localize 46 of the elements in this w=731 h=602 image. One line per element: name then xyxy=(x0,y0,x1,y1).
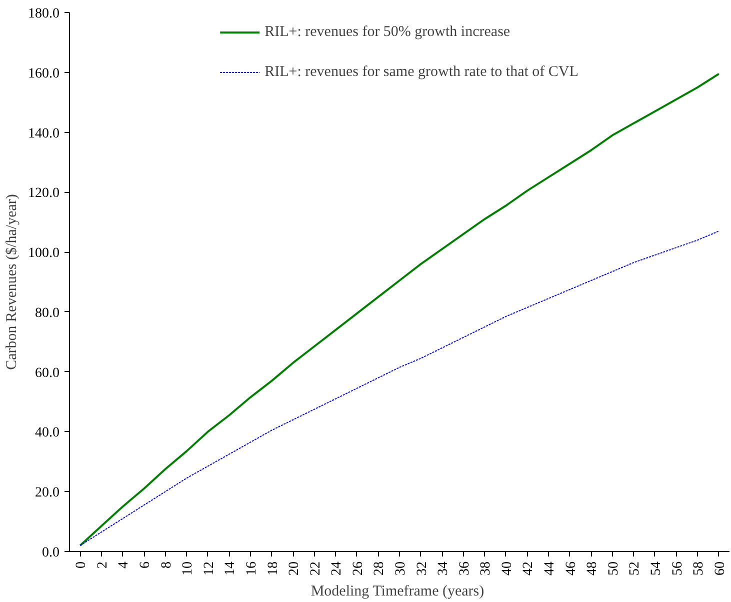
x-tick-label: 28 xyxy=(372,562,388,576)
y-tick-label: 60.0 xyxy=(35,366,60,381)
line-series xyxy=(80,230,720,546)
x-tick-label: 18 xyxy=(266,562,281,576)
x-tick-label: 50 xyxy=(606,562,622,576)
x-tick-label: 20 xyxy=(287,562,302,576)
legend-label: RIL+: revenues for same growth rate to that of CVL xyxy=(264,64,578,80)
y-tick-label: 40.0 xyxy=(35,426,60,441)
y-tick-label: 160.0 xyxy=(28,66,60,82)
x-tick-label: 48 xyxy=(585,562,600,576)
x-tick-label: 40 xyxy=(500,562,515,576)
x-tick-label: 42 xyxy=(521,562,536,576)
x-tick-label: 6 xyxy=(138,562,154,568)
x-tick-label: 36 xyxy=(457,562,472,576)
x-axis-title: Modeling Timeframe (years) xyxy=(310,584,484,600)
x-tick-label: 38 xyxy=(478,562,494,576)
x-tick-label: 52 xyxy=(628,562,643,576)
x-tick-label: 12 xyxy=(202,562,217,576)
x-tick-label: 24 xyxy=(330,562,345,576)
y-tick-label: 0.0 xyxy=(42,546,60,560)
x-tick-label: 0 xyxy=(74,562,90,568)
x-tick-label: 4 xyxy=(116,562,132,568)
x-tick-label: 58 xyxy=(692,562,707,576)
y-tick-label: 120.0 xyxy=(28,186,60,202)
x-tick-label: 46 xyxy=(564,562,579,576)
y-tick-label: 140.0 xyxy=(28,126,60,142)
x-tick-label: 26 xyxy=(350,562,366,576)
x-tick-label: 44 xyxy=(542,562,558,576)
y-tick-label: 100.0 xyxy=(28,246,60,262)
x-tick-label: 8 xyxy=(159,562,174,568)
y-tick-label: 80.0 xyxy=(35,306,60,321)
y-tick-label: 20.0 xyxy=(35,486,60,501)
x-tick-label: 10 xyxy=(180,562,196,576)
x-tick-label: 56 xyxy=(670,562,686,576)
x-tick-label: 14 xyxy=(223,562,238,576)
x-tick-label: 16 xyxy=(244,562,260,576)
x-tick-label: 60 xyxy=(712,562,728,576)
x-tick-label: 2 xyxy=(95,562,110,568)
y-axis-title: Carbon Revenues ($/ha/year) xyxy=(4,194,20,370)
x-tick-label: 22 xyxy=(308,562,324,576)
x-tick-label: 54 xyxy=(648,562,664,576)
x-tick-label: 30 xyxy=(394,562,408,576)
x-tick-label: 34 xyxy=(436,562,452,576)
x-tick-label: 32 xyxy=(414,562,430,576)
y-tick-label: 180.0 xyxy=(28,6,60,22)
legend-label: RIL+: revenues for 50% growth increase xyxy=(264,24,510,40)
